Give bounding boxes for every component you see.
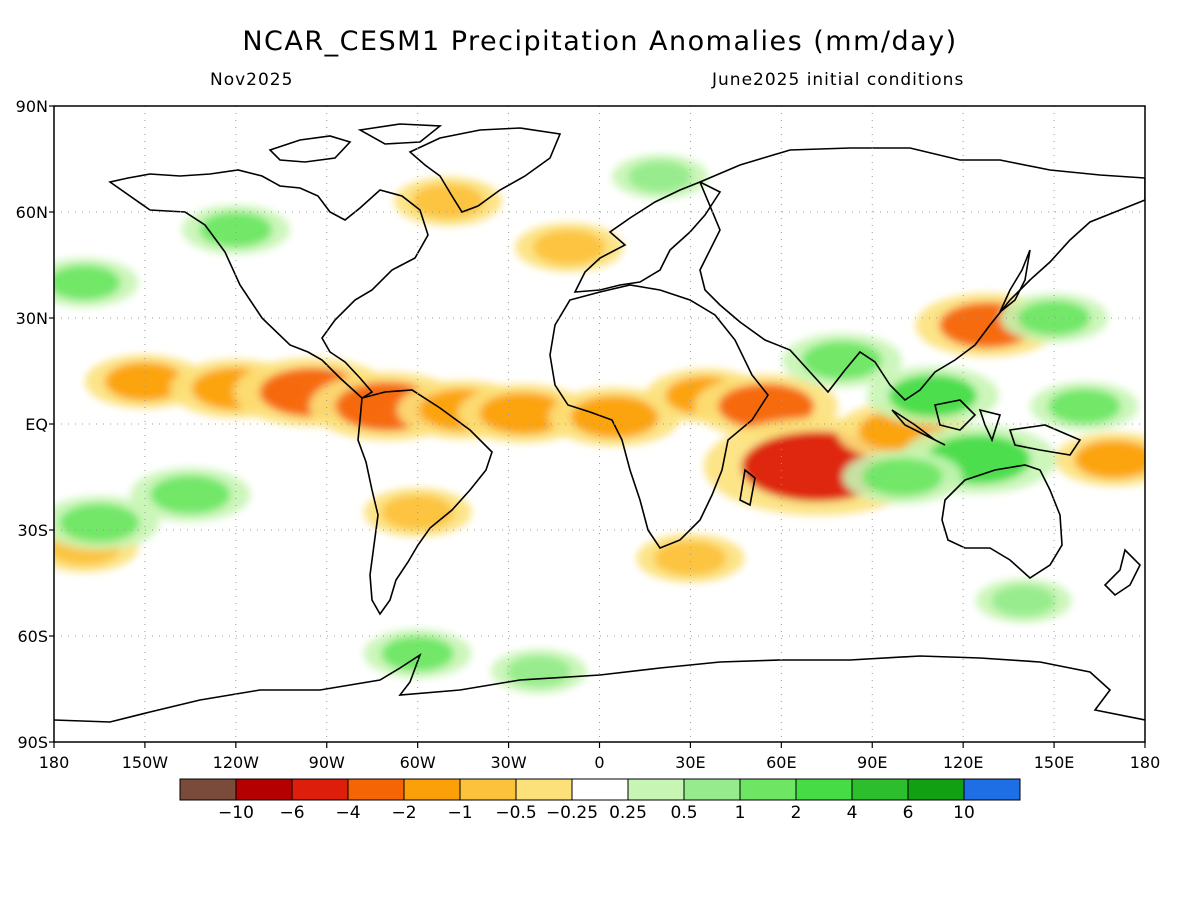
colorbar-swatch — [459, 778, 517, 801]
graticule — [54, 106, 1145, 742]
colorbar-swatch — [347, 778, 405, 801]
colorbar-label: −0.5 — [495, 803, 536, 823]
anomaly-region — [654, 540, 727, 576]
anomaly-region — [862, 457, 943, 497]
coastlines — [54, 123, 1145, 723]
coastline-europe — [573, 181, 722, 293]
longitude-label: 150E — [1034, 753, 1075, 772]
latitude-label: EQ — [25, 415, 48, 434]
longitude-label: 90W — [309, 753, 345, 772]
colorbar-swatch — [571, 778, 629, 801]
coastline-greenland — [408, 127, 562, 213]
latitude-labels: 90N 60N 30N EQ 30S 60S 90S — [16, 97, 48, 752]
initial-conditions-label: June2025 initial conditions — [712, 70, 965, 90]
coastline-australia — [941, 464, 1063, 580]
colorbar-label: −4 — [335, 803, 360, 823]
valid-month-label: Nov2025 — [210, 70, 294, 90]
anomaly-region — [479, 392, 568, 435]
colorbar-label: 4 — [847, 803, 858, 823]
longitude-label: 30W — [490, 753, 526, 772]
colorbar-label: 1 — [735, 803, 746, 823]
coastline-asia — [698, 147, 1145, 402]
anomaly-region — [59, 503, 140, 543]
colorbar-label: −2 — [391, 803, 416, 823]
longitude-label: 180 — [39, 753, 70, 772]
latitude-label: 90N — [16, 97, 48, 116]
longitude-label: 120E — [943, 753, 984, 772]
anomaly-region — [506, 655, 571, 688]
longitude-label: 30E — [675, 753, 705, 772]
coastline-japan — [999, 249, 1031, 313]
longitude-label: 60E — [766, 753, 796, 772]
anomaly-region — [1018, 300, 1091, 336]
longitude-label: 120W — [213, 753, 260, 772]
latitude-label: 60S — [17, 627, 48, 646]
anomaly-region — [628, 160, 693, 193]
colorbar-swatch — [739, 778, 797, 801]
coastline-africa — [549, 284, 769, 549]
colorbar-label: 0.25 — [609, 803, 647, 823]
coastline-new-zealand — [1103, 548, 1141, 597]
anomaly-region — [888, 374, 977, 417]
latitude-label: 60N — [16, 203, 48, 222]
anomaly-region — [104, 362, 185, 401]
colorbar-label: −10 — [218, 803, 254, 823]
coastline-south-america — [357, 389, 493, 616]
anomaly-region — [533, 229, 606, 265]
longitude-labels: 180 150W 120W 90W 60W 30W 0 30E 60E 90E 120E 150E 18… — [39, 753, 1161, 772]
axis-ticks — [49, 105, 1146, 748]
anomaly-region — [1048, 388, 1121, 424]
anomaly-region — [801, 341, 882, 380]
coastline-antarctica — [54, 653, 1145, 723]
coastline-north-america — [108, 169, 429, 399]
colorbar-label: −6 — [279, 803, 304, 823]
colorbar-label: −0.25 — [546, 803, 598, 823]
colorbar-swatch — [515, 778, 573, 801]
anomaly-region — [381, 636, 454, 672]
colorbar: −10 −6 −4 −2 −1 −0.5 −0.25 0.25 0.5 1 2 4 6 10 — [179, 778, 1021, 823]
anomaly-region — [150, 475, 231, 514]
longitude-label: 60W — [400, 753, 436, 772]
longitude-label: 0 — [594, 753, 604, 772]
anomaly-region — [1074, 440, 1145, 479]
coastline-arctic-islands — [268, 123, 443, 163]
anomaly-region — [991, 584, 1056, 617]
latitude-label: 30S — [17, 521, 48, 540]
coastline-madagascar — [739, 468, 756, 507]
coastline-maritime-continent — [891, 399, 1082, 456]
colorbar-label: 6 — [903, 803, 914, 823]
colorbar-swatch — [179, 778, 237, 801]
anomaly-region — [570, 395, 659, 438]
colorbar-label: 2 — [791, 803, 802, 823]
anomaly-field — [54, 154, 1145, 694]
longitude-label: 90E — [857, 753, 887, 772]
colorbar-swatch — [907, 778, 965, 801]
colorbar-swatch — [795, 778, 853, 801]
colorbar-label: 0.5 — [670, 803, 697, 823]
colorbar-swatch — [851, 778, 909, 801]
anomaly-region — [718, 383, 815, 430]
anomaly-region — [54, 265, 121, 301]
colorbar-swatch — [683, 778, 741, 801]
latitude-label: 90S — [17, 733, 48, 752]
colorbar-swatch — [403, 778, 461, 801]
map-title: NCAR_CESM1 Precipitation Anomalies (mm/d… — [242, 26, 958, 57]
colorbar-label: −1 — [447, 803, 472, 823]
latitude-label: 30N — [16, 309, 48, 328]
colorbar-swatch — [627, 778, 685, 801]
longitude-label: 180 — [1130, 753, 1161, 772]
colorbar-swatch — [963, 778, 1021, 801]
colorbar-swatch — [235, 778, 293, 801]
longitude-label: 150W — [122, 753, 169, 772]
colorbar-label: 10 — [953, 803, 975, 823]
anomaly-region — [199, 212, 272, 248]
colorbar-swatch — [291, 778, 349, 801]
